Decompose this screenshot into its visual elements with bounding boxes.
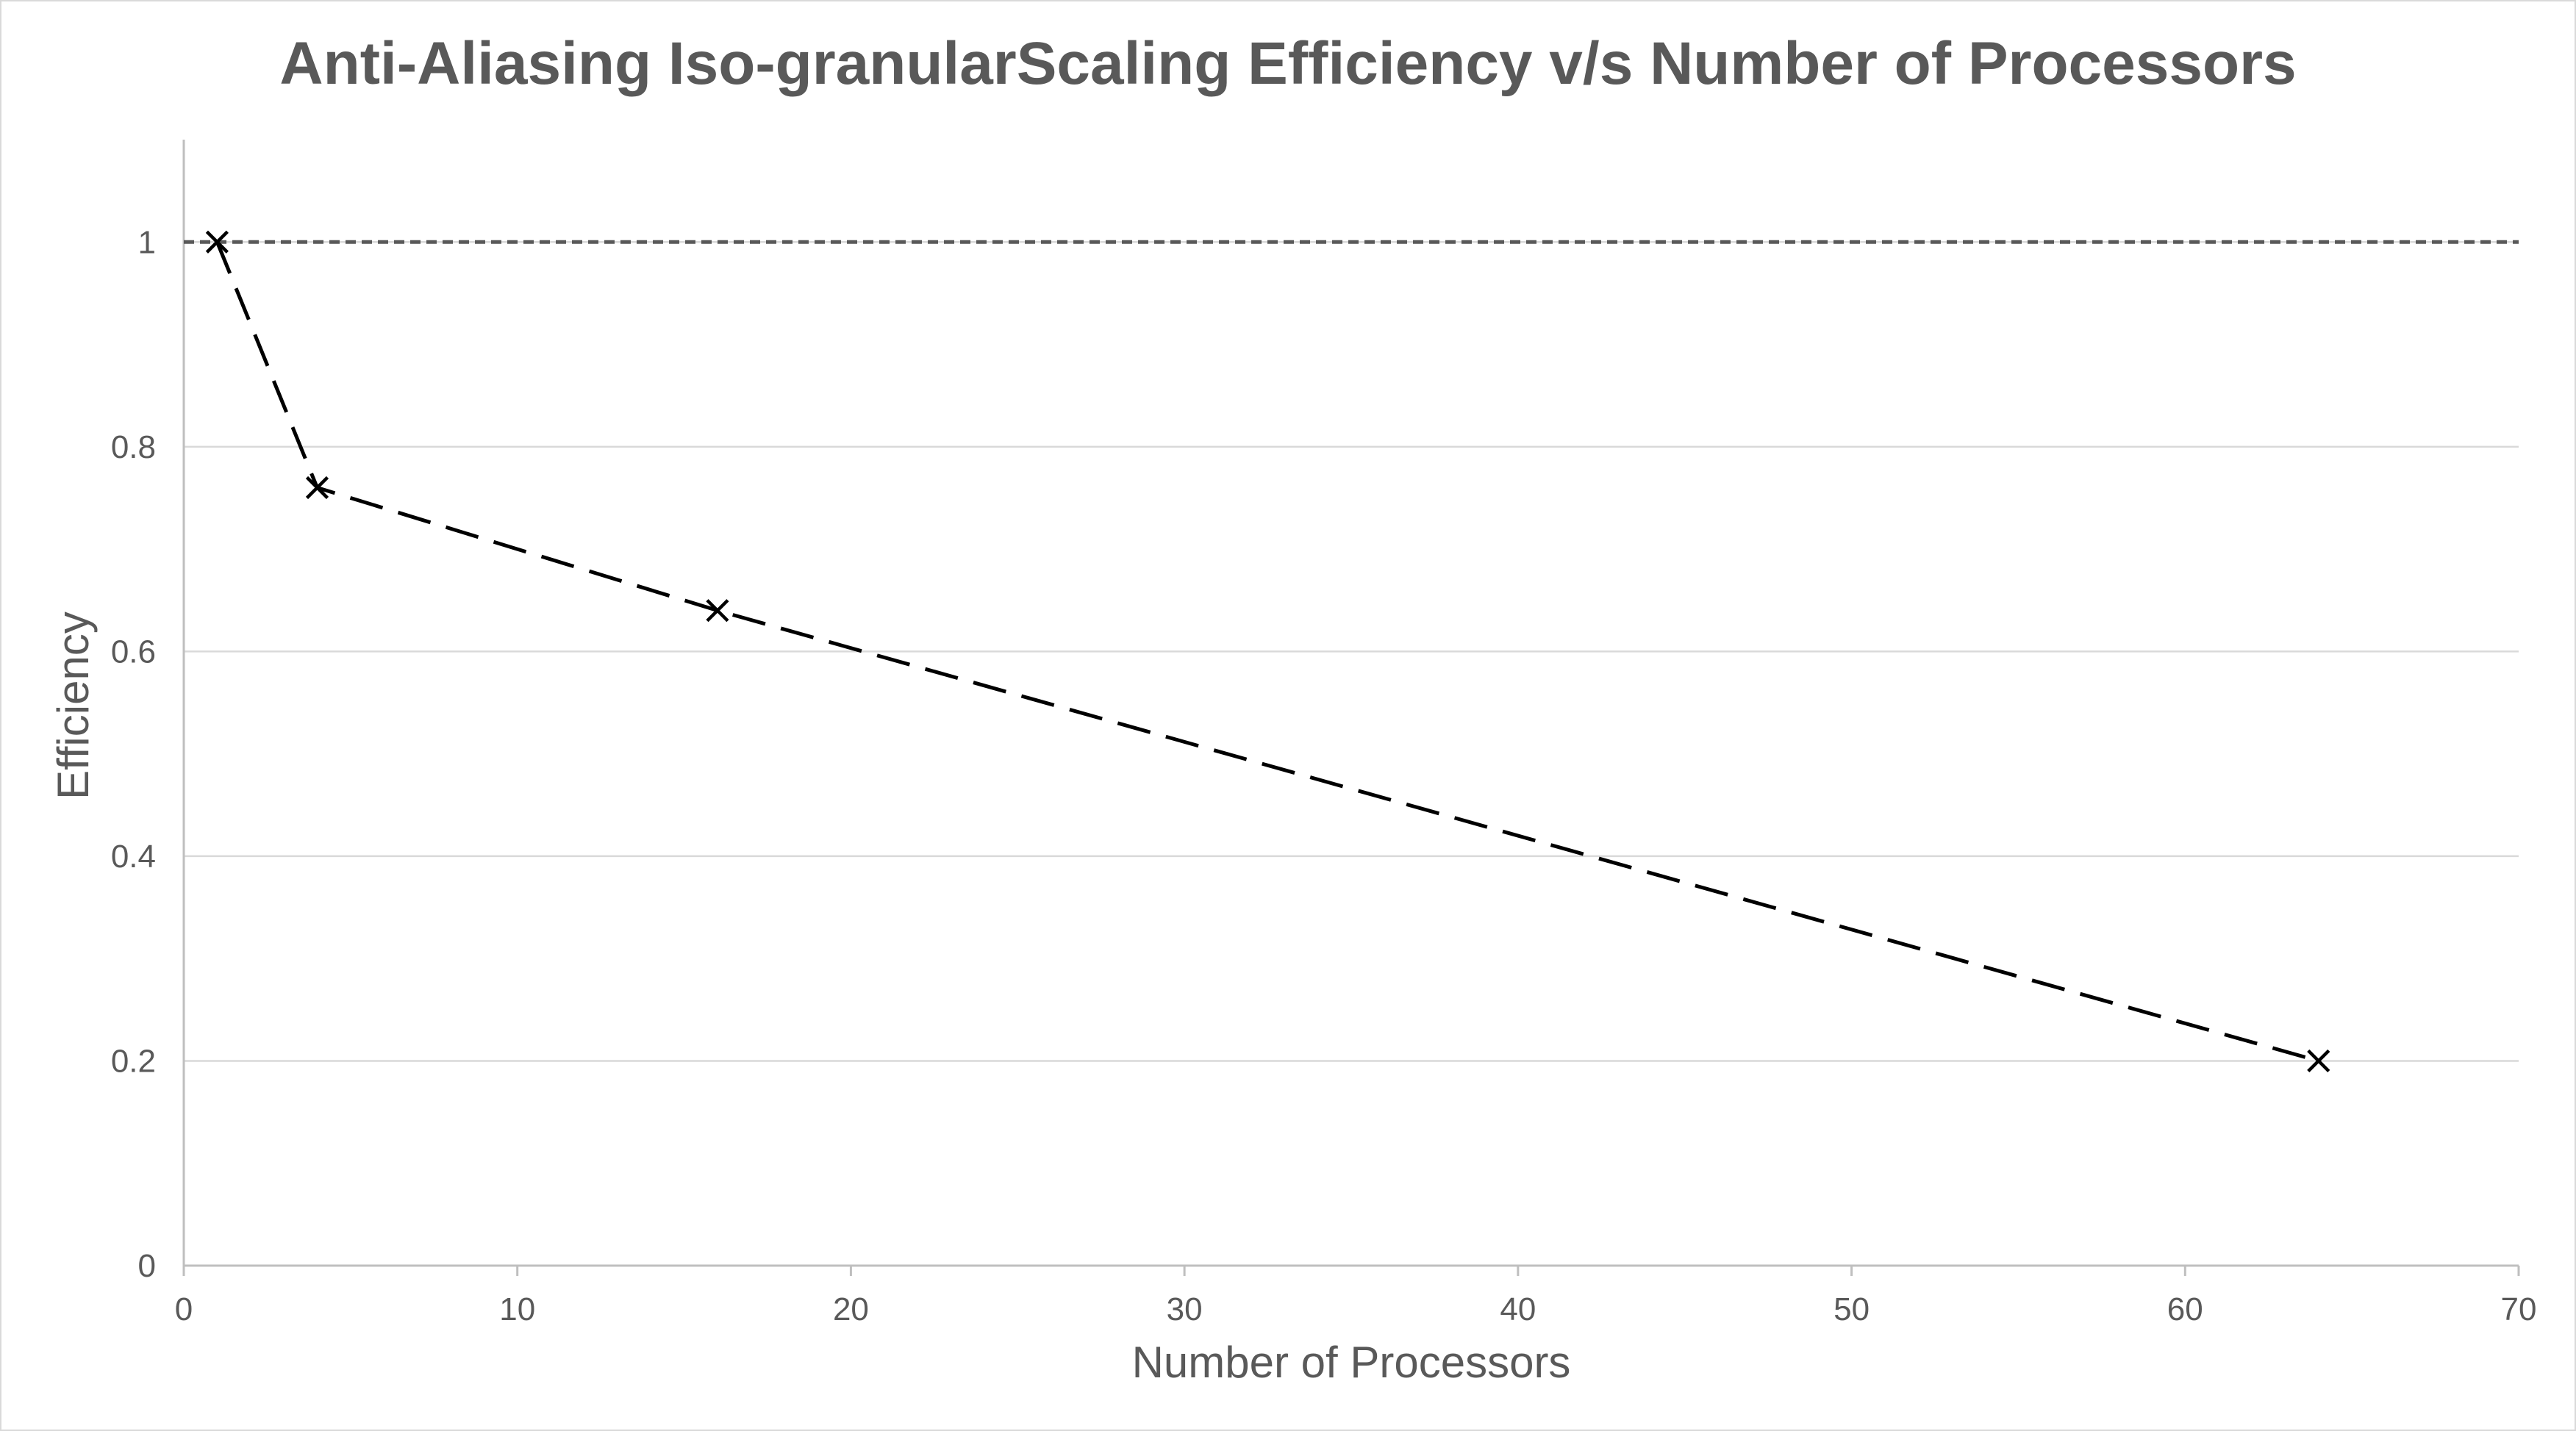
data-point-marker-3 <box>2307 1049 2330 1073</box>
data-markers <box>205 230 2330 1073</box>
x-tick-label-7: 70 <box>2501 1291 2537 1327</box>
x-tick-label-3: 30 <box>1167 1291 1203 1327</box>
x-tick-label-5: 50 <box>1833 1291 1870 1327</box>
marker-stroke <box>2307 1049 2330 1073</box>
y-tick-label-4: 0.8 <box>111 429 156 465</box>
y-tick-label-0: 0 <box>138 1248 156 1284</box>
y-tick-label-2: 0.4 <box>111 839 156 875</box>
y-axis-title: Efficiency <box>49 612 98 800</box>
marker-stroke <box>706 599 729 623</box>
data-point-marker-2 <box>706 599 729 623</box>
marker-stroke <box>305 476 329 500</box>
data-series <box>215 241 2319 1063</box>
marker-stroke <box>205 230 229 254</box>
data-point-marker-1 <box>305 476 329 500</box>
x-tick-label-2: 20 <box>833 1291 869 1327</box>
axes <box>182 140 2520 1276</box>
tick-labels: 0 10 20 30 40 50 60 70 0 0.2 0.4 0.6 0.8 1 <box>111 224 2537 1327</box>
chart-title: Anti-Aliasing Iso-granularScaling Effici… <box>279 30 2296 97</box>
x-tick-label-4: 40 <box>1500 1291 1536 1327</box>
x-axis-title: Number of Processors <box>1132 1338 1571 1387</box>
x-tick-label-1: 10 <box>499 1291 535 1327</box>
efficiency-series-line <box>215 241 2319 1063</box>
gridlines <box>184 241 2519 1062</box>
y-tick-label-3: 0.6 <box>111 634 156 670</box>
y-tick-label-5: 1 <box>138 224 156 260</box>
y-tick-label-1: 0.2 <box>111 1043 156 1079</box>
x-tick-label-0: 0 <box>175 1291 193 1327</box>
x-tick-label-6: 60 <box>2167 1291 2203 1327</box>
data-point-marker-0 <box>205 230 229 254</box>
